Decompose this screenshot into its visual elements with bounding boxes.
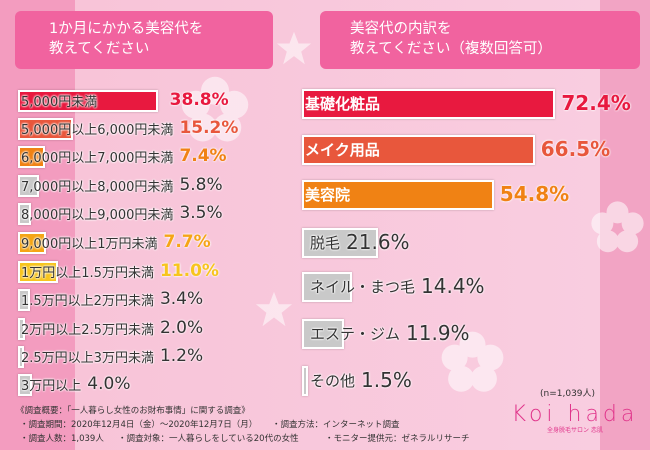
bar (18, 203, 31, 225)
bar-label: 1.5万円以上2万円未満 (21, 293, 154, 309)
bar (18, 289, 31, 311)
bar-value: 21.6% (346, 230, 410, 254)
bar-value: 4.0% (87, 374, 131, 394)
bar-label: 基礎化粧品 (305, 94, 381, 113)
survey-note: ・調査期間：2020年12月4日（金）～2020年12月7日（月） (20, 420, 258, 430)
bar-value: 3.5% (179, 203, 223, 223)
title-line: 1か月にかかる美容代を (49, 21, 204, 37)
bar-value: 7.7% (163, 232, 211, 252)
bar-value: 3.4% (159, 289, 204, 309)
bar (18, 118, 73, 140)
koihada-logo: Koi hada 全身脱毛サロン 恋肌 (505, 402, 645, 434)
bar (18, 146, 45, 168)
bar-label: 5,000円未満 (21, 94, 98, 110)
bar-row: 1.5万円以上2万円未満 3.4% (18, 287, 203, 311)
bar-row: 脱毛 21.6% (302, 226, 410, 258)
bar-value: 1.5% (361, 368, 412, 392)
bar (302, 319, 344, 349)
bar-row: 3万円以上 4.0% (18, 372, 130, 396)
flower-decoration (181, 76, 249, 142)
bar (18, 90, 158, 112)
bar-value: 11.0% (159, 261, 219, 281)
bar-value: 38.8% (169, 90, 229, 110)
bar-value: 14.4% (421, 274, 485, 298)
bar-row: 2万円以上2.5万円未満 2.0% (18, 316, 203, 340)
survey-note: ・モニター提供元：ゼネラルリサーチ (325, 434, 470, 444)
bar (302, 89, 556, 119)
survey-note: 《調査概要：「一人暮らし女性のお財布事情」に関する調査》 (16, 406, 250, 416)
bar-value: 72.4% (561, 91, 631, 115)
bar-row: エステ・ジム 11.9% (302, 317, 470, 349)
bar-row: ネイル・まつ毛 14.4% (302, 270, 485, 302)
bar (302, 366, 308, 396)
bar-value: 2.0% (159, 318, 204, 338)
title-line: 教えてください (49, 41, 150, 57)
bar (302, 135, 535, 165)
title-line: 教えてください（複数回答可） (350, 41, 552, 57)
bar-label: メイク用品 (305, 140, 380, 159)
bar-value: 7.4% (179, 146, 227, 166)
bar-row: 基礎化粧品 72.4% (302, 87, 631, 119)
bar (18, 374, 33, 396)
bar-label: 1万円以上1.5万円未満 (21, 265, 154, 281)
bar-label: 9,000円以上1万円未満 (21, 236, 158, 252)
bar-row: 6,000円以上7,000円未満 7.4% (18, 144, 227, 168)
bar (302, 272, 353, 302)
bar-row: 2.5万円以上3万円未満 1.2% (18, 344, 203, 368)
bar-label: 脱毛 (310, 233, 341, 252)
right-chart-title: 美容代の内訳を 教えてください（複数回答可） (320, 11, 640, 69)
bar-label: 美容院 (305, 185, 351, 204)
flower-decoration (441, 331, 504, 392)
bar-row: 美容院 54.8% (302, 178, 569, 210)
bar-row: 7,000円以上8,000円未満 5.8% (18, 173, 223, 197)
title-line: 美容代の内訳を (350, 21, 452, 37)
bar (18, 232, 46, 254)
survey-note: ・調査対象：一人暮らしをしている20代の女性 (118, 434, 299, 444)
logo-text: Koi hada (511, 402, 639, 427)
bar-label: エステ・ジム (310, 324, 401, 343)
bar-row: メイク用品 66.5% (302, 133, 610, 165)
bar-row: 1万円以上1.5万円未満 11.0% (18, 259, 219, 283)
bar-label: 3万円以上 (21, 378, 82, 394)
logo-subtext: 全身脱毛サロン 恋肌 (547, 427, 603, 434)
bar (18, 318, 26, 340)
survey-note: ・調査方法：インターネット調査 (272, 420, 400, 430)
star-decoration (255, 291, 293, 327)
star-decoration (276, 31, 312, 65)
bar-value: 66.5% (540, 137, 611, 161)
bar-label: 5,000円以上6,000円未満 (21, 122, 174, 138)
bar-row: 5,000円未満 38.8% (18, 88, 229, 112)
bar-label: その他 (310, 371, 356, 390)
survey-note: ・調査人数：1,039人 (20, 434, 104, 444)
bar-label: ネイル・まつ毛 (310, 277, 416, 296)
bar-value: 1.2% (159, 346, 204, 366)
bar (18, 346, 24, 368)
bar-row: 9,000円以上1万円未満 7.7% (18, 230, 211, 254)
bar (18, 261, 58, 283)
flower-decoration (591, 201, 644, 253)
bar-label: 7,000円以上8,000円未満 (21, 179, 174, 195)
bar-label: 8,000円以上9,000円未満 (21, 207, 174, 223)
bar (302, 180, 494, 210)
bar (302, 228, 378, 258)
bar-row: 8,000円以上9,000円未満 3.5% (18, 201, 223, 225)
bar-label: 2.5万円以上3万円未満 (21, 350, 154, 366)
bar-row: 5,000円以上6,000円未満 15.2% (18, 116, 238, 140)
bar-row: その他 1.5% (302, 364, 412, 396)
bar-value: 15.2% (179, 118, 239, 138)
sample-size: (n=1,039人) (540, 389, 596, 399)
bar-label: 6,000円以上7,000円未満 (21, 150, 174, 166)
bar (18, 175, 39, 197)
bar-value: 5.8% (179, 175, 223, 195)
bar-label: 2万円以上2.5万円未満 (21, 322, 154, 338)
left-chart-title: 1か月にかかる美容代を 教えてください (15, 11, 273, 69)
bar-value: 11.9% (406, 321, 470, 345)
bar-value: 54.8% (499, 182, 570, 206)
